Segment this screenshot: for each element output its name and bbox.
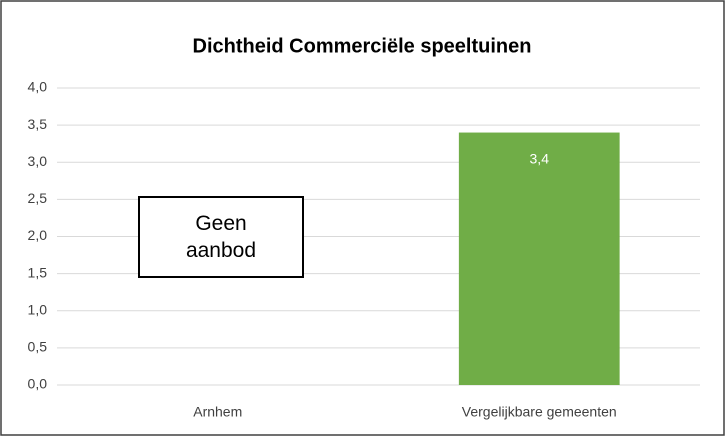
y-tick-label: 2,0 [28, 227, 48, 243]
y-tick-label: 0,5 [28, 339, 48, 355]
y-tick-label: 1,5 [28, 264, 48, 280]
y-tick-label: 3,0 [28, 153, 48, 169]
chart-title: Dichtheid Commerciële speeltuinen [193, 35, 532, 57]
value-label: 3,4 [530, 150, 550, 166]
x-tick-label: Arnhem [193, 404, 242, 420]
y-tick-label: 4,0 [28, 79, 48, 95]
x-tick-label: Vergelijkbare gemeenten [462, 404, 617, 420]
bar [458, 132, 620, 385]
y-tick-label: 2,5 [28, 190, 48, 206]
y-tick-label: 1,0 [28, 301, 48, 317]
y-tick-label: 0,0 [28, 376, 48, 392]
y-tick-label: 3,5 [28, 116, 48, 132]
annotation: Geen aanbod [138, 196, 304, 278]
